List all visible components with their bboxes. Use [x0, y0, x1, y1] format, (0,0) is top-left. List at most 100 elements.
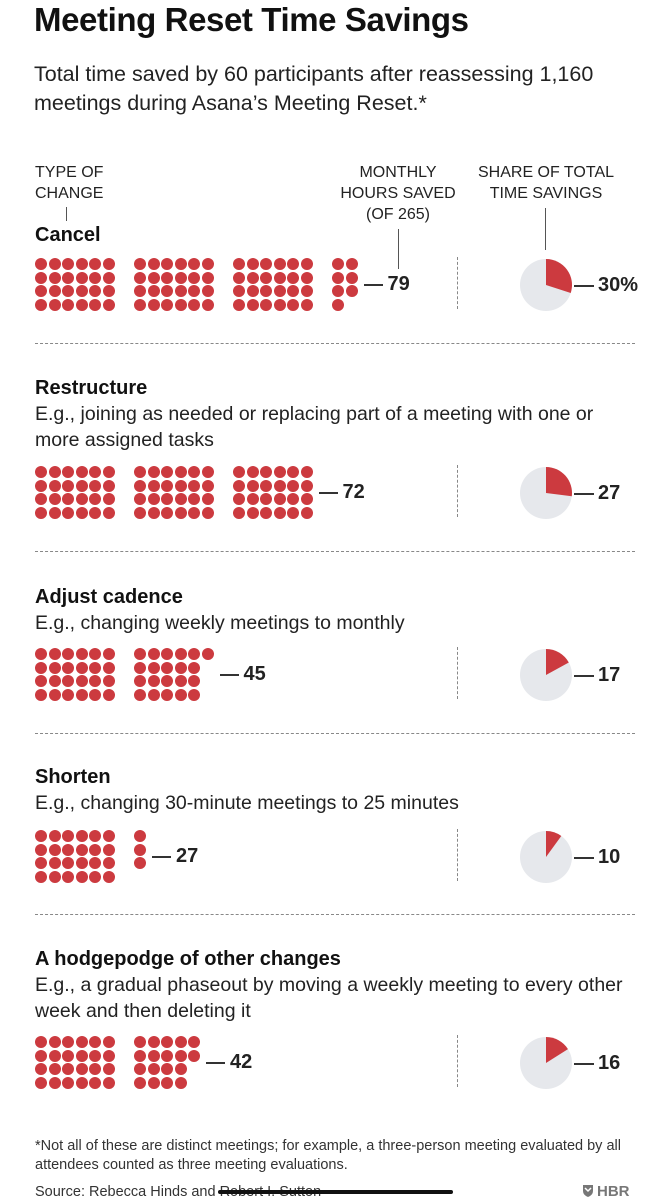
- hour-dot: [161, 466, 173, 478]
- hour-dot: [287, 271, 299, 284]
- source-note: Source: Rebecca Hinds and Robert I. Sutt…: [35, 1184, 322, 1200]
- hour-dot: [102, 258, 115, 270]
- hour-dot: [147, 1049, 160, 1062]
- hour-dot: [35, 506, 47, 519]
- hour-dot: [134, 675, 146, 687]
- hour-dot: [102, 661, 115, 674]
- hour-dot: [75, 271, 88, 284]
- share-pie: [520, 259, 572, 311]
- share-value: 17: [598, 664, 621, 686]
- hour-dot: [62, 857, 74, 869]
- hour-dot: [246, 466, 259, 478]
- header-hours-tick: [398, 229, 399, 269]
- hour-dot: [260, 271, 272, 284]
- share-leader-line: [574, 857, 594, 859]
- hour-dot: [62, 479, 74, 492]
- hour-dot: [75, 661, 88, 674]
- hour-dot: [75, 688, 88, 701]
- hour-dot: [48, 298, 61, 311]
- hour-dot: [345, 285, 358, 297]
- hour-dot: [161, 285, 173, 297]
- hour-dot: [102, 857, 115, 869]
- hour-dot: [48, 1063, 61, 1075]
- hour-dot: [102, 648, 115, 660]
- hour-dot: [48, 285, 61, 297]
- hour-dot: [62, 493, 74, 505]
- share-leader-line: [574, 1063, 594, 1065]
- hour-dot: [75, 675, 88, 687]
- hour-dot: [75, 479, 88, 492]
- hour-dot: [201, 271, 214, 284]
- hour-dot: [48, 493, 61, 505]
- hour-dot: [273, 285, 286, 297]
- hour-dot: [89, 466, 101, 478]
- hour-dot: [147, 285, 160, 297]
- hour-dot: [161, 688, 173, 701]
- hour-dot: [102, 479, 115, 492]
- pie-slice: [546, 1037, 568, 1063]
- hours-value: 45: [243, 663, 266, 686]
- hour-dot: [89, 258, 101, 270]
- hour-dot: [174, 648, 187, 660]
- hour-dot: [161, 1076, 173, 1089]
- hour-dot: [246, 506, 259, 519]
- hour-dot: [174, 479, 187, 492]
- hour-dot: [134, 1063, 146, 1075]
- hour-dot: [188, 493, 200, 505]
- hour-dot: [134, 466, 146, 478]
- hour-dot: [174, 298, 187, 311]
- hour-dot: [134, 648, 146, 660]
- hour-dot: [300, 493, 313, 505]
- category-description: E.g., joining as needed or replacing par…: [35, 403, 594, 451]
- hour-dot: [35, 675, 47, 687]
- category-name: A hodgepodge of other changes: [35, 948, 341, 970]
- share-pie: [520, 467, 572, 519]
- hours-leader-line: [219, 674, 239, 676]
- share-value: 10: [598, 846, 621, 868]
- hour-dot: [188, 298, 200, 311]
- hour-dot: [62, 675, 74, 687]
- hour-dot: [174, 466, 187, 478]
- hour-dot: [89, 675, 101, 687]
- hour-dot: [233, 271, 245, 284]
- hour-dot: [201, 493, 214, 505]
- hour-dot: [188, 1049, 200, 1062]
- hour-dot: [75, 506, 88, 519]
- hour-dot: [201, 479, 214, 492]
- hour-dot: [75, 493, 88, 505]
- hour-dot: [246, 493, 259, 505]
- column-divider: [457, 257, 458, 309]
- hour-dot: [188, 258, 200, 270]
- hour-dot: [134, 1036, 146, 1048]
- hour-dot: [48, 857, 61, 869]
- hour-dot: [174, 285, 187, 297]
- category-description: E.g., a gradual phaseout by moving a wee…: [35, 974, 623, 1022]
- hour-dot: [345, 271, 358, 284]
- hour-dot: [273, 298, 286, 311]
- hour-dot: [174, 506, 187, 519]
- hour-dot: [102, 466, 115, 478]
- hour-dot: [201, 648, 214, 660]
- hour-dot: [273, 479, 286, 492]
- share-value: 30%: [598, 274, 639, 296]
- hour-dot: [75, 298, 88, 311]
- hour-dot: [48, 1076, 61, 1089]
- hour-dot: [35, 1036, 47, 1048]
- hour-dot: [332, 271, 344, 284]
- hour-dot: [332, 285, 344, 297]
- hour-dot: [48, 1049, 61, 1062]
- share-pie: [520, 831, 572, 883]
- hour-dot: [134, 857, 146, 869]
- row-separator: [35, 551, 635, 552]
- hour-dot: [174, 661, 187, 674]
- hour-dot: [287, 506, 299, 519]
- hour-dot: [35, 1049, 47, 1062]
- hour-dot: [188, 479, 200, 492]
- hour-dot: [273, 258, 286, 270]
- share-value: 27: [598, 482, 621, 504]
- hour-dot: [260, 285, 272, 297]
- hour-dot: [188, 1036, 200, 1048]
- share-leader-line: [574, 493, 594, 495]
- hour-dot: [233, 506, 245, 519]
- hour-dot: [35, 271, 47, 284]
